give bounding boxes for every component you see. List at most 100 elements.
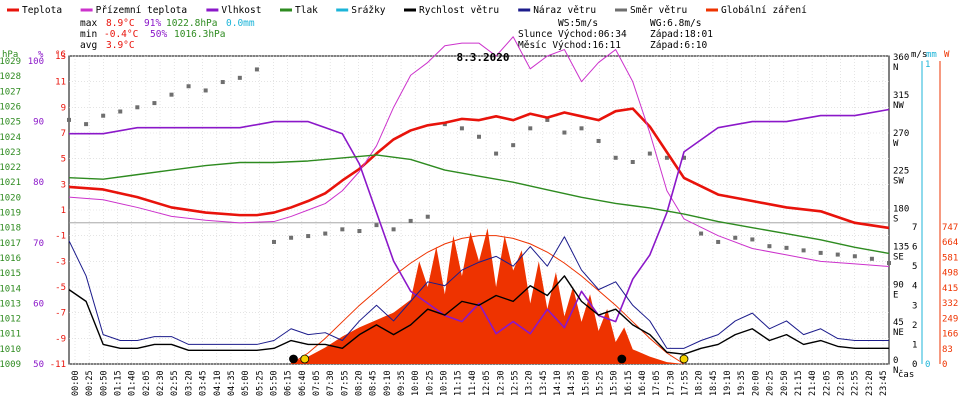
stat-min-label: min <box>80 29 97 40</box>
humidity-tick-label: 50 <box>33 360 44 370</box>
temperature-tick-label: -7 <box>55 309 66 319</box>
radiation-tick-label: 498 <box>942 269 958 279</box>
humidity-tick-label: 60 <box>33 299 44 309</box>
wind-direction-point <box>374 223 379 228</box>
humidity-tick-label: 80 <box>33 178 44 188</box>
radiation-tick-label: 747 <box>942 223 958 233</box>
radiation-clear-sky-line <box>290 235 685 365</box>
wind-direction-degree: 0 <box>893 356 898 366</box>
legend-label: Rychlost větru <box>419 5 499 16</box>
wind-direction-point <box>237 75 242 80</box>
radiation-tick-label: 415 <box>942 284 958 294</box>
x-tick-label: 10:50 <box>440 370 450 396</box>
wind-direction-point <box>869 256 874 261</box>
wind-direction-point <box>596 138 601 143</box>
temperature-tick-label: -9 <box>55 334 66 344</box>
x-tick-label: 12:55 <box>510 370 520 396</box>
x-tick-label: 21:15 <box>794 370 804 396</box>
x-tick-label: 16:15 <box>624 370 634 396</box>
stat-max-temp: 8.9°C <box>106 18 135 29</box>
x-axis-label: čas <box>898 369 914 380</box>
x-tick-label: 17:55 <box>681 370 691 396</box>
radiation-tick-label: 166 <box>942 330 958 340</box>
pressure-tick-label: 1021 <box>0 178 21 188</box>
pressure-tick-label: 1017 <box>0 239 21 249</box>
temperature-tick-label: 7 <box>61 129 66 139</box>
x-tick-label: 16:40 <box>638 370 648 396</box>
wind-direction-point <box>579 126 584 131</box>
x-tick-label: 04:10 <box>213 370 223 396</box>
series-line-vlhkost <box>69 108 890 335</box>
x-tick-label: 19:10 <box>723 370 733 396</box>
wind-direction-compass: N <box>893 63 898 73</box>
x-tick-label: 22:55 <box>851 370 861 396</box>
wind-direction-point <box>84 122 89 127</box>
stats-panel: max 8.9°C 91% 1022.8hPa 0.0mm min -0.4°C… <box>80 18 713 51</box>
wind-direction-point <box>562 130 567 135</box>
wind-direction-point <box>203 88 208 93</box>
plot-area: 00:00 00:25 00:50 01:15 01:40 02:05 02:30 02:55… <box>0 36 958 396</box>
stat-max-label: max <box>80 18 97 29</box>
x-tick-label: 07:55 <box>340 370 350 396</box>
x-tick-label: 01:15 <box>114 370 124 396</box>
wind-direction-point <box>494 151 499 156</box>
x-tick-label: 03:45 <box>199 370 209 396</box>
x-tick-label: 15:00 <box>581 370 591 396</box>
wind-direction-point <box>545 117 550 122</box>
rain-tick-label: 0 <box>925 360 930 370</box>
wind-direction-compass: E <box>893 290 898 300</box>
stat-min-pressure: 1016.3hPa <box>174 29 225 40</box>
wind-direction-point <box>613 155 618 160</box>
rain-tick-label: 1 <box>925 60 930 70</box>
wind-direction-point <box>220 80 225 85</box>
wind-direction-point <box>408 218 413 223</box>
wind-direction-degree: 135 <box>893 242 909 252</box>
pressure-tick-label: 1016 <box>0 254 21 264</box>
wind-direction-point <box>459 126 464 131</box>
radiation-unit: W <box>944 50 950 60</box>
x-tick-label: 02:05 <box>142 370 152 396</box>
pressure-tick-label: 1015 <box>0 269 21 279</box>
x-tick-label: 20:00 <box>751 370 761 396</box>
wind-direction-degree: 90 <box>893 280 904 290</box>
wind-direction-point <box>647 151 652 156</box>
wind-direction-point <box>733 235 738 240</box>
x-tick-label: 01:40 <box>128 370 138 396</box>
wind-direction-degree: 315 <box>893 91 909 101</box>
x-tick-label: 00:25 <box>85 370 95 396</box>
x-tick-label: 05:50 <box>269 370 279 396</box>
wind-direction-point <box>716 239 721 244</box>
pressure-tick-label: 1014 <box>0 284 21 294</box>
wind-direction-point <box>852 254 857 259</box>
wind-direction-point <box>699 231 704 236</box>
wind-direction-point <box>767 244 772 249</box>
pressure-tick-label: 1009 <box>0 360 21 370</box>
series-line-teplota <box>68 107 890 230</box>
wind-direction-point <box>682 155 686 160</box>
wind-direction-point <box>528 126 533 131</box>
wind-speed-tick-label: 1 <box>912 340 917 350</box>
x-tick-label: 00:00 <box>71 370 81 396</box>
pressure-tick-label: 1024 <box>0 133 21 143</box>
sun-moon-marker <box>289 354 298 364</box>
wind-direction-point <box>818 250 823 255</box>
wind-direction-degree: 45 <box>893 318 904 328</box>
humidity-tick-label: 100 <box>28 57 44 67</box>
wind-direction-compass: NW <box>893 101 904 111</box>
x-tick-label: 05:25 <box>255 370 265 396</box>
wind-speed-unit: m/s <box>911 50 927 60</box>
x-tick-label: 17:05 <box>652 370 662 396</box>
pressure-tick-label: 1028 <box>0 72 21 82</box>
series-line-rychlost-větru <box>68 275 889 355</box>
stat-min-humidity: 50% <box>150 29 167 40</box>
legend-label: Teplota <box>22 5 62 16</box>
x-tick-label: 15:50 <box>610 370 620 396</box>
radiation-tick-label: 332 <box>942 299 958 309</box>
wind-direction-point <box>664 155 669 160</box>
wind-direction-compass: W <box>893 139 899 149</box>
wind-speed-tick-label: 0 <box>912 360 917 370</box>
legend-label: Globální záření <box>721 5 807 16</box>
stat-moonset: Západ:6:10 <box>650 40 707 51</box>
wind-direction-point <box>340 227 345 232</box>
legend-label: Přízemní teplota <box>96 5 188 16</box>
